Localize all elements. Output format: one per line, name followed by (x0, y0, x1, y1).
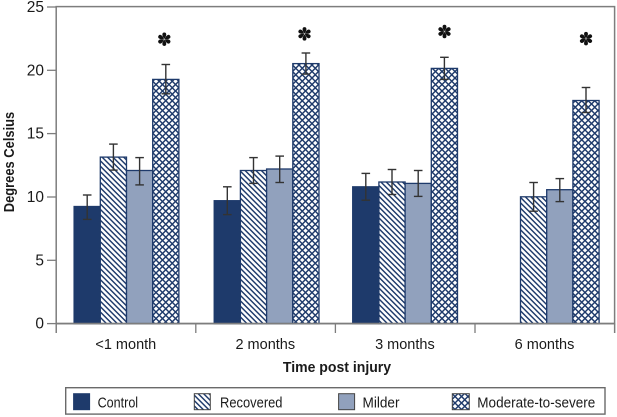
svg-text:15: 15 (27, 126, 44, 143)
svg-text:5: 5 (35, 252, 44, 269)
svg-text:20: 20 (27, 62, 45, 79)
svg-text:<1 month: <1 month (95, 337, 156, 353)
svg-text:6 months: 6 months (515, 337, 575, 353)
svg-text:Milder: Milder (363, 394, 400, 411)
svg-text:Control: Control (98, 394, 139, 411)
svg-text:25: 25 (27, 0, 44, 16)
svg-text:3 months: 3 months (375, 337, 435, 353)
svg-text:Moderate-to-severe: Moderate-to-severe (477, 394, 595, 411)
svg-text:Recovered: Recovered (220, 394, 283, 411)
svg-text:2 months: 2 months (235, 337, 295, 353)
svg-text:Time post injury: Time post injury (283, 360, 391, 376)
svg-text:Degrees Celsius: Degrees Celsius (2, 112, 18, 213)
svg-text:10: 10 (27, 189, 45, 206)
svg-text:0: 0 (35, 316, 44, 333)
